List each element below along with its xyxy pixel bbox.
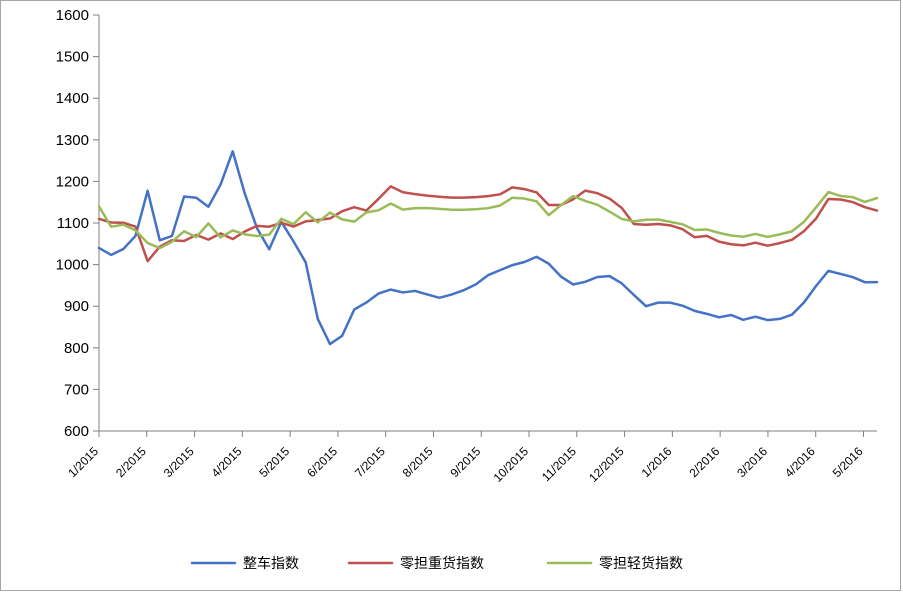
svg-text:5/2015: 5/2015 <box>256 444 292 480</box>
svg-text:4/2016: 4/2016 <box>782 444 818 480</box>
svg-text:零担轻货指数: 零担轻货指数 <box>599 555 683 571</box>
svg-text:600: 600 <box>64 423 89 440</box>
svg-text:6/2015: 6/2015 <box>304 444 340 480</box>
svg-text:4/2015: 4/2015 <box>209 444 245 480</box>
svg-text:8/2015: 8/2015 <box>400 444 436 480</box>
svg-text:1/2016: 1/2016 <box>639 444 675 480</box>
svg-text:1300: 1300 <box>56 132 89 149</box>
svg-text:5/2016: 5/2016 <box>830 444 866 480</box>
svg-text:1000: 1000 <box>56 257 89 274</box>
svg-text:700: 700 <box>64 381 89 398</box>
svg-text:1200: 1200 <box>56 173 89 190</box>
svg-text:1/2015: 1/2015 <box>65 444 101 480</box>
svg-text:1600: 1600 <box>56 7 89 24</box>
svg-text:3/2015: 3/2015 <box>161 444 197 480</box>
svg-text:9/2015: 9/2015 <box>448 444 484 480</box>
svg-text:900: 900 <box>64 298 89 315</box>
svg-text:10/2015: 10/2015 <box>491 444 532 485</box>
svg-text:1400: 1400 <box>56 90 89 107</box>
svg-text:11/2015: 11/2015 <box>539 444 579 484</box>
svg-text:2/2015: 2/2015 <box>113 444 149 480</box>
svg-text:1500: 1500 <box>56 49 89 66</box>
svg-text:7/2015: 7/2015 <box>352 444 388 480</box>
svg-text:1100: 1100 <box>57 215 89 232</box>
svg-text:3/2016: 3/2016 <box>734 444 770 480</box>
svg-text:800: 800 <box>64 340 89 357</box>
svg-text:零担重货指数: 零担重货指数 <box>400 555 484 571</box>
svg-text:12/2015: 12/2015 <box>586 444 627 485</box>
svg-text:2/2016: 2/2016 <box>686 444 722 480</box>
svg-text:整车指数: 整车指数 <box>243 555 299 571</box>
